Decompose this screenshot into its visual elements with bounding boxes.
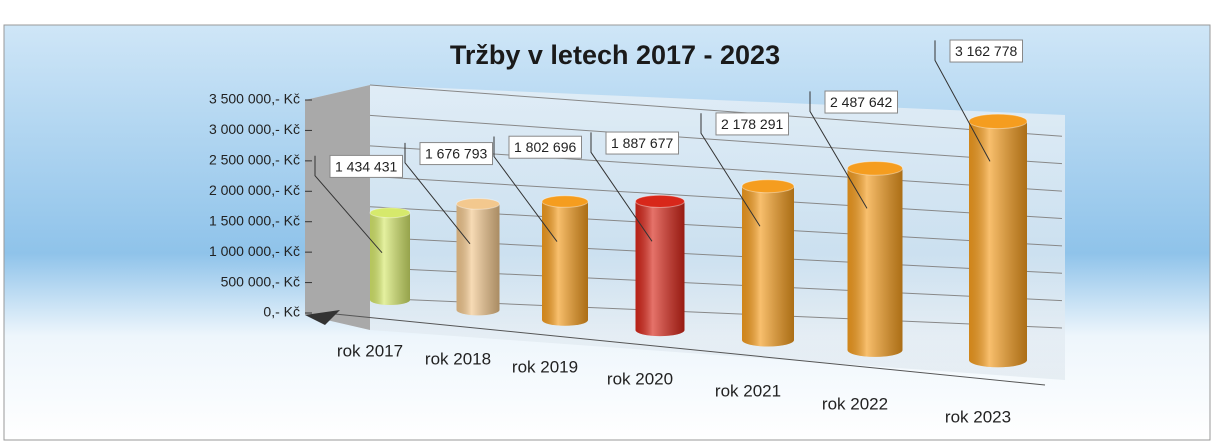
x-tick-label: rok 2018 <box>425 349 491 368</box>
value-label: 1 887 677 <box>611 135 673 151</box>
leader-line <box>700 113 761 227</box>
value-label-box <box>419 142 493 166</box>
y-tick-label: 3 500 000,- Kč <box>209 91 300 107</box>
value-label: 1 434 431 <box>335 158 397 174</box>
bar-shade <box>969 121 1027 368</box>
grid-line <box>369 84 1063 137</box>
grid-line <box>369 114 1063 165</box>
bar-shade <box>370 212 410 305</box>
x-tick-label: rok 2023 <box>945 407 1011 426</box>
value-label-box <box>329 154 403 178</box>
value-label-box <box>605 131 679 155</box>
bar-top <box>456 197 500 210</box>
y-tick-label: 1 500 000,- Kč <box>209 212 300 228</box>
value-label-box <box>949 39 1023 63</box>
bar-top <box>369 207 411 219</box>
y-tick-label: 0,- Kč <box>263 304 300 320</box>
y-tick-label: 500 000,- Kč <box>221 273 300 289</box>
x-tick-label: rok 2020 <box>607 369 673 388</box>
bar-top <box>635 194 685 208</box>
bar-shade <box>847 168 903 357</box>
value-label: 1 676 793 <box>425 146 487 162</box>
bar-top <box>541 195 589 208</box>
x-tick-label: rok 2022 <box>822 394 888 413</box>
value-label: 3 162 778 <box>955 43 1017 59</box>
chart-title: Tržby v letech 2017 - 2023 <box>450 40 780 70</box>
side-wall <box>305 85 370 330</box>
x-tick-label: rok 2017 <box>337 341 403 360</box>
leader-line <box>934 40 991 162</box>
value-label: 2 178 291 <box>721 116 783 132</box>
value-label: 2 487 642 <box>830 94 892 110</box>
value-label-box <box>824 90 898 114</box>
y-tick-label: 2 000 000,- Kč <box>209 182 300 198</box>
x-tick-label: rok 2021 <box>715 381 781 400</box>
bar-shade <box>742 186 794 347</box>
bar-shade <box>456 203 500 316</box>
grid-line <box>369 175 1063 219</box>
value-label-box <box>715 112 789 136</box>
bar-shade <box>542 201 588 326</box>
axis-line <box>324 312 1046 386</box>
floor-corner <box>305 310 340 325</box>
y-tick-label: 2 500 000,- Kč <box>209 152 300 168</box>
leader-line <box>404 142 471 245</box>
leader-line <box>493 136 558 242</box>
leader-line <box>590 132 653 242</box>
bar-top <box>847 160 903 176</box>
bar-top <box>968 113 1028 130</box>
leader-line <box>314 155 383 254</box>
y-tick-label: 1 000 000,- Kč <box>209 243 300 259</box>
bar-shade <box>635 201 685 337</box>
value-label: 1 802 696 <box>514 139 576 155</box>
bar-top <box>741 179 795 194</box>
leader-line <box>809 91 868 209</box>
value-label-box <box>508 135 582 159</box>
y-tick-label: 3 000 000,- Kč <box>209 121 300 137</box>
x-tick-label: rok 2019 <box>512 357 578 376</box>
